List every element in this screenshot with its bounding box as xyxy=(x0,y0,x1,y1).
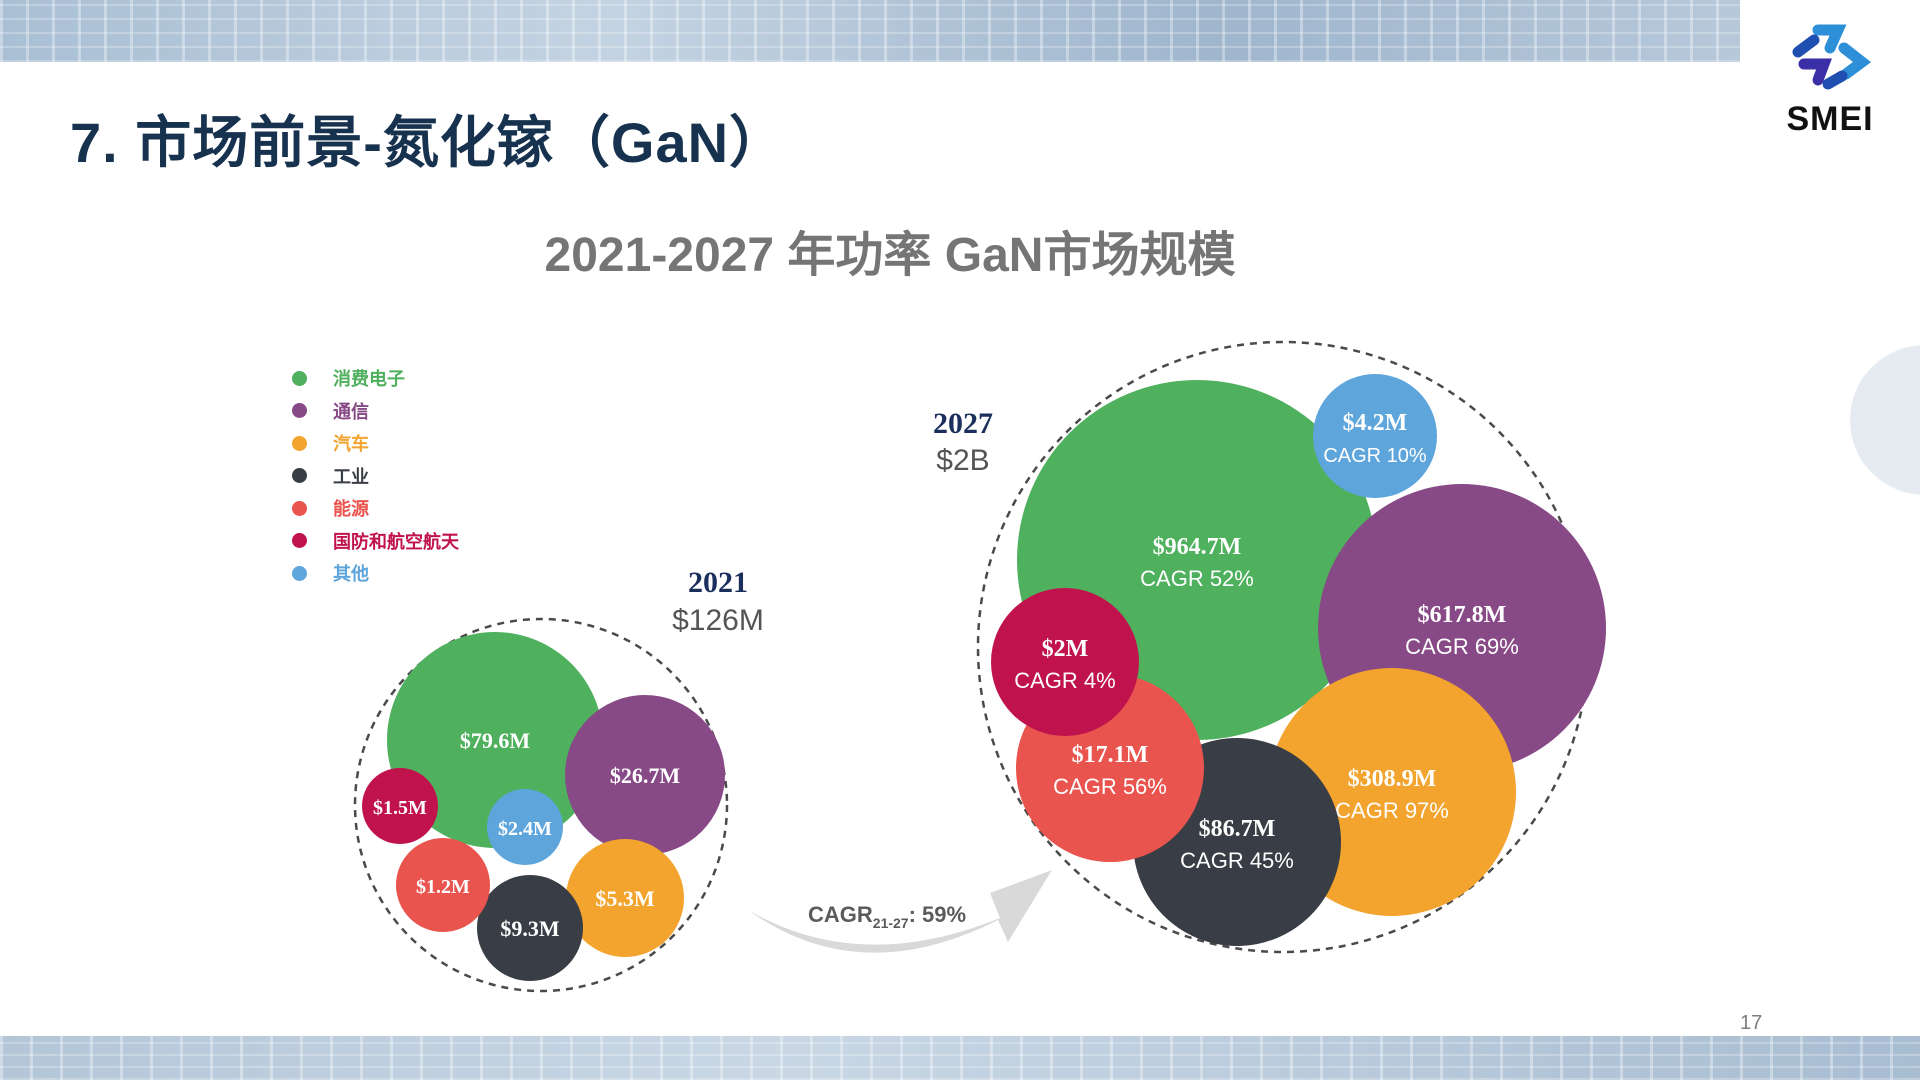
bubble-value-label: $1.2M xyxy=(416,876,470,898)
growth-label-value: : 59% xyxy=(909,902,966,927)
page-number: 17 xyxy=(1740,1012,1763,1034)
bubble-cagr-label: CAGR 56% xyxy=(1053,774,1167,799)
legend-item-defense: 国防和航空航天 xyxy=(292,525,459,558)
bubble-2021-defense xyxy=(362,768,438,844)
year-label-2021: 2021 xyxy=(688,566,748,599)
chart-title: 2021-2027 年功率 GaN市场规模 xyxy=(544,229,1236,282)
bubble-value-label: $4.2M xyxy=(1343,410,1408,436)
page-title: 7. 市场前景-氮化镓（GaN） xyxy=(70,111,787,174)
chart-legend: 消费电子 通信 汽车 工业 能源 国防和航空航天 其他 xyxy=(292,362,459,590)
legend-dot-other xyxy=(292,565,307,581)
bubble-cagr-label: CAGR 4% xyxy=(1014,668,1115,693)
year-label-2027: 2027 xyxy=(933,407,993,440)
logo: SMEI xyxy=(1770,18,1890,148)
legend-dot-telecom xyxy=(292,403,307,419)
bubble-value-label: $308.9M xyxy=(1348,766,1437,792)
bubble-2021-automotive xyxy=(566,839,684,957)
legend-item-automotive: 汽车 xyxy=(292,427,459,460)
legend-label: 工业 xyxy=(333,466,369,487)
legend-dot-industrial xyxy=(292,468,307,484)
bubble-2021-industrial xyxy=(477,875,583,981)
legend-label: 国防和航空航天 xyxy=(333,531,459,552)
legend-dot-automotive xyxy=(292,435,307,451)
growth-label: CAGR21-27: 59% xyxy=(808,902,966,931)
growth-label-text: CAGR xyxy=(808,902,873,927)
legend-dot-consumer xyxy=(292,370,307,386)
total-label-2021: $126M xyxy=(672,604,764,637)
bubbles-2027: $964.7M CAGR 52% $617.8M CAGR 69% $308.9M CAG… xyxy=(991,374,1606,946)
top-banner xyxy=(0,0,1740,62)
bubble-value-label: $26.7M xyxy=(610,763,681,788)
bubble-2021-energy xyxy=(396,838,490,932)
bubble-2021-other xyxy=(487,789,563,865)
legend-label: 汽车 xyxy=(333,434,369,455)
legend-item-consumer: 消费电子 xyxy=(292,362,459,395)
group-outline-2021 xyxy=(353,617,729,993)
legend-label: 消费电子 xyxy=(333,369,405,390)
legend-dot-energy xyxy=(292,500,307,516)
growth-arrow-icon xyxy=(748,870,1052,953)
bubble-value-label: $79.6M xyxy=(460,728,531,753)
bubble-value-label: $2.4M xyxy=(498,818,552,840)
bubble-cagr-label: CAGR 69% xyxy=(1405,634,1519,659)
legend-label: 能源 xyxy=(333,499,369,520)
total-label-2027: $2B xyxy=(936,444,989,477)
bubble-cagr-label: CAGR 45% xyxy=(1180,848,1294,873)
growth-label-subscript: 21-27 xyxy=(873,915,909,931)
bubble-cagr-label: CAGR 97% xyxy=(1335,798,1449,823)
legend-item-industrial: 工业 xyxy=(292,460,459,493)
legend-item-other: 其他 xyxy=(292,557,459,590)
bubble-cagr-label: CAGR 10% xyxy=(1323,445,1427,467)
bubble-cagr-label: CAGR 52% xyxy=(1140,566,1254,591)
legend-label: 其他 xyxy=(333,564,369,585)
bubble-2027-defense xyxy=(991,588,1139,736)
bubble-value-label: $9.3M xyxy=(500,916,560,941)
bubble-2021-telecom xyxy=(565,695,725,855)
bottom-banner xyxy=(0,1036,1920,1080)
bubble-2021-consumer xyxy=(387,632,603,848)
smei-logo-icon xyxy=(1792,24,1872,90)
bubble-value-label: $86.7M xyxy=(1199,816,1276,842)
bubble-value-label: $2M xyxy=(1042,636,1089,662)
bubbles-2021: $79.6M $26.7M $5.3M $9.3M $1.2M $1.5M $2.4M xyxy=(362,632,725,981)
bubble-value-label: $1.5M xyxy=(373,797,427,819)
bubble-value-label: $964.7M xyxy=(1153,534,1242,560)
legend-label: 通信 xyxy=(333,401,369,422)
legend-item-energy: 能源 xyxy=(292,492,459,525)
bubble-value-label: $17.1M xyxy=(1072,742,1149,768)
bubble-value-label: $617.8M xyxy=(1418,602,1507,628)
bubble-2027-other xyxy=(1313,374,1437,498)
logo-text: SMEI xyxy=(1786,100,1874,138)
legend-item-telecom: 通信 xyxy=(292,395,459,428)
bubble-value-label: $5.3M xyxy=(595,886,655,911)
legend-dot-defense xyxy=(292,533,307,549)
